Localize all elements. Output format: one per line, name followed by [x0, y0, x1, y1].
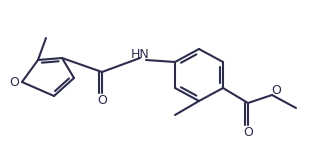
- Text: O: O: [271, 84, 281, 96]
- Text: O: O: [9, 76, 19, 88]
- Text: O: O: [243, 127, 253, 140]
- Text: HN: HN: [131, 48, 149, 61]
- Text: O: O: [97, 95, 107, 108]
